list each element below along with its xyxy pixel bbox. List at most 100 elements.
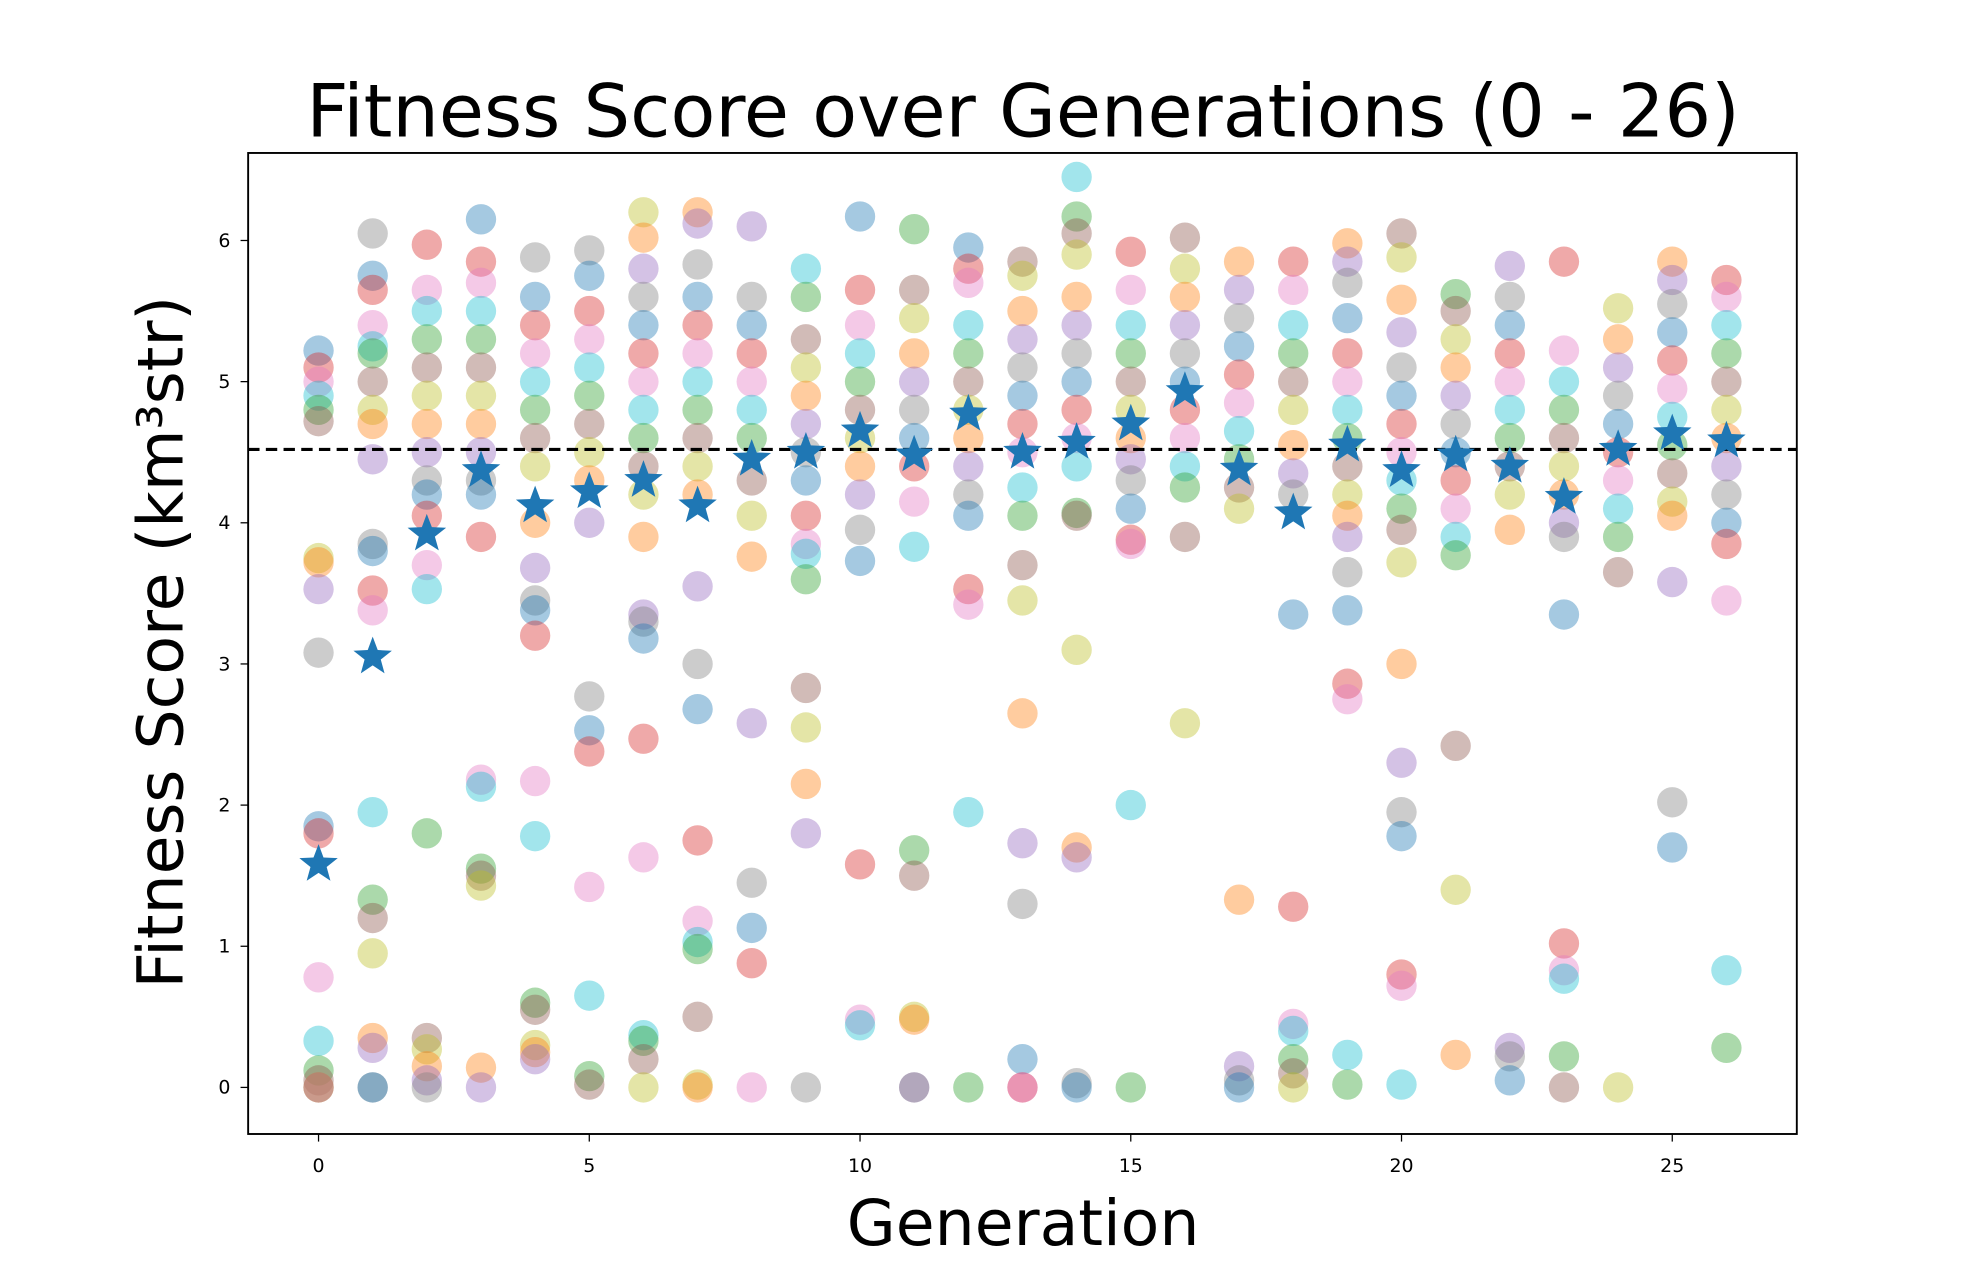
population-point: [1494, 394, 1525, 426]
best-star-marker: [1436, 434, 1475, 472]
population-point: [1440, 540, 1471, 571]
population-point: [357, 938, 388, 969]
population-point: [519, 366, 551, 397]
population-point: [1657, 500, 1688, 531]
population-point: [519, 281, 551, 313]
population-point: [844, 201, 876, 232]
population-point: [844, 479, 876, 510]
population-point: [1657, 787, 1688, 818]
population-point: [1278, 1072, 1309, 1103]
population-point: [1061, 239, 1092, 270]
population-point: [682, 648, 713, 680]
population-point: [519, 394, 551, 426]
population-point: [1278, 394, 1309, 426]
population-point: [465, 1072, 497, 1103]
population-point: [1007, 295, 1038, 327]
population-point: [790, 253, 822, 284]
population-point: [519, 987, 551, 1018]
population-point: [519, 338, 551, 369]
population-point: [628, 394, 659, 426]
population-point: [574, 352, 605, 383]
population-point: [357, 796, 388, 828]
population-point: [357, 595, 388, 626]
population-point: [357, 902, 388, 934]
population-point: [1386, 820, 1417, 852]
population-point: [1278, 310, 1309, 341]
population-point: [628, 1044, 659, 1075]
population-point: [519, 310, 551, 341]
population-point: [411, 324, 443, 355]
population-point: [1332, 557, 1363, 588]
population-point: [303, 818, 334, 849]
best-star-marker: [1490, 446, 1530, 483]
population-point: [628, 366, 659, 397]
population-point: [1061, 201, 1092, 232]
population-point: [1440, 408, 1471, 440]
population-point: [1602, 557, 1634, 588]
best-star-marker: [1544, 477, 1584, 514]
population-point: [1223, 1072, 1255, 1103]
population-point: [303, 394, 334, 426]
population-point: [953, 589, 984, 620]
population-point: [1494, 366, 1525, 397]
population-point: [1657, 486, 1688, 517]
population-point: [1494, 250, 1525, 282]
population-point: [899, 302, 930, 334]
population-point: [411, 465, 443, 496]
population-point: [790, 352, 822, 383]
population-point: [1332, 1039, 1363, 1071]
population-point: [682, 281, 713, 313]
population-point: [1548, 521, 1580, 553]
population-point: [519, 585, 551, 616]
population-point: [682, 197, 713, 228]
population-point: [1332, 228, 1363, 259]
population-point: [1007, 352, 1038, 383]
population-point: [357, 535, 388, 567]
best-star-marker: [840, 410, 880, 448]
population-point: [1278, 1008, 1309, 1040]
population-point: [844, 514, 876, 546]
population-point: [682, 451, 713, 482]
y-axis-ticks: 0 1 2 3 4 5 6: [218, 230, 249, 1099]
population-point: [844, 274, 876, 306]
population-point: [357, 528, 388, 560]
population-point: [899, 1072, 930, 1103]
population-point: [1494, 1041, 1525, 1072]
y-tick-label: 5: [218, 371, 230, 393]
chart-title: Fitness Score over Generations (0 - 26): [306, 70, 1739, 155]
population-point: [303, 380, 334, 411]
population-point: [736, 867, 767, 898]
population-point: [1169, 222, 1201, 253]
population-point: [1223, 884, 1255, 915]
best-star-marker: [1382, 450, 1421, 487]
population-point: [736, 465, 767, 496]
population-point: [1061, 1072, 1092, 1103]
population-point: [1223, 493, 1255, 524]
best-star-marker: [1707, 420, 1746, 458]
population-point: [953, 1072, 984, 1103]
population-point: [574, 980, 605, 1011]
population-point: [1602, 493, 1634, 524]
population-point: [899, 1072, 930, 1103]
population-point: [790, 1072, 822, 1103]
population-point: [1386, 1069, 1417, 1100]
population-point: [628, 1072, 659, 1103]
population-point: [519, 422, 551, 454]
population-point: [1061, 161, 1092, 193]
population-point: [357, 310, 388, 341]
population-point: [465, 853, 497, 884]
best-star-marker: [624, 460, 663, 497]
population-point: [303, 547, 334, 578]
population-point: [736, 310, 767, 341]
population-point: [736, 366, 767, 397]
population-point: [1494, 338, 1525, 369]
population-point: [899, 1004, 930, 1035]
population-point: [1548, 451, 1580, 482]
population-point: [1115, 524, 1146, 555]
x-tick-label: 5: [583, 1155, 595, 1177]
population-point: [357, 366, 388, 397]
best-star-marker: [1057, 422, 1096, 459]
population-point: [411, 573, 443, 605]
population-point: [1657, 566, 1688, 598]
population-point: [790, 324, 822, 355]
